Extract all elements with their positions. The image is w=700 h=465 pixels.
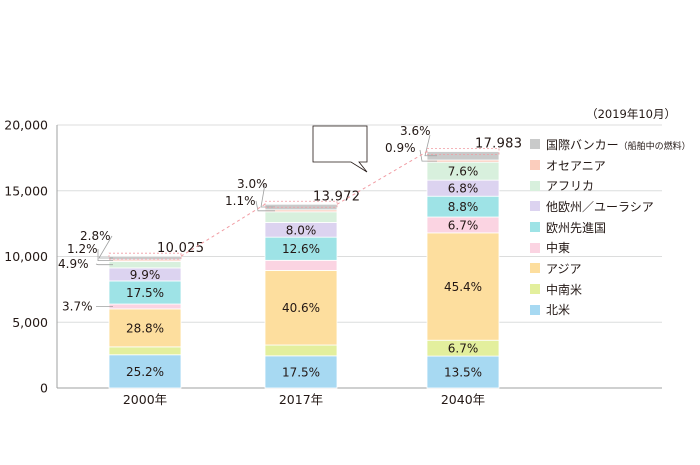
data-label: 7.6% [448, 165, 479, 179]
legend-item-bunker: 国際バンカー （船舶中の燃料） [530, 134, 691, 155]
data-label: 1.1% [225, 194, 256, 208]
bar-segment [426, 151, 500, 161]
total-label: 10.025 [157, 241, 204, 256]
data-label: 25.2% [126, 365, 164, 379]
legend-swatch [530, 284, 540, 295]
legend-swatch [530, 263, 540, 274]
data-label: 0.9% [385, 141, 416, 155]
y-tick-label: 10,000 [4, 249, 48, 264]
leader-line [255, 200, 275, 212]
top-outline [426, 148, 500, 155]
data-label: 45.4% [444, 280, 482, 294]
total-label: 13.972 [313, 189, 360, 204]
data-label: 9.9% [130, 268, 161, 282]
x-tick-label: 2040年 [441, 392, 485, 407]
leader-line [97, 249, 113, 262]
bar-segment [264, 211, 338, 223]
data-label: 6.7% [448, 342, 479, 356]
bar-segment [108, 303, 182, 310]
legend-swatch [530, 242, 540, 253]
legend-item-africa: アフリカ [530, 175, 691, 196]
data-label: 1.2% [67, 242, 98, 256]
data-label: 2.8% [80, 229, 111, 243]
legend-swatch [530, 201, 540, 212]
legend-swatch [530, 139, 540, 150]
bar-segment [264, 259, 338, 271]
legend-swatch [530, 180, 540, 191]
legend-label: アジア [546, 261, 582, 276]
data-label: 17.5% [126, 286, 164, 300]
total-label: 17.983 [475, 137, 522, 152]
bar-segment [108, 261, 182, 269]
top-outline [264, 200, 338, 208]
growth-line [180, 203, 266, 257]
y-tick-label: 15,000 [4, 183, 48, 198]
data-label: 6.8% [448, 182, 479, 196]
date-note: （2019年10月） [586, 107, 676, 121]
y-tick-label: 20,000 [4, 118, 48, 133]
data-label: 4.9% [58, 257, 89, 271]
leader-line [424, 134, 437, 157]
bar-segment [108, 354, 182, 389]
legend-label: 欧州先進国 [546, 220, 607, 235]
data-label: 8.0% [286, 223, 317, 237]
top-outline [108, 252, 182, 260]
callout-bubble [312, 125, 368, 173]
bar-segment [264, 270, 338, 346]
legend-item-oceania: オセアニア [530, 155, 691, 176]
legend-label: 他欧州／ユーラシア [546, 199, 654, 214]
legend-item-north-america: 北米 [530, 300, 691, 321]
x-tick-label: 2017年 [279, 392, 323, 407]
leader-line [98, 235, 113, 259]
legend-note: （船舶中の燃料） [618, 141, 691, 152]
data-label: 13.5% [444, 366, 482, 380]
legend-item-latin-america: 中南米 [530, 279, 691, 300]
x-tick-label: 2000年 [123, 392, 167, 407]
legend-swatch [530, 222, 540, 233]
bar-segment [264, 344, 338, 357]
legend-label: 中南米 [546, 282, 583, 297]
leader-line [419, 149, 437, 162]
legend-item-asia: アジア [530, 258, 691, 279]
bar-segment [108, 346, 182, 356]
legend-item-europe-advanced: 欧州先進国 [530, 217, 691, 238]
legend-label: 北米 [546, 303, 571, 318]
data-label: 3.6% [400, 124, 431, 138]
y-tick-label: 0 [40, 381, 48, 396]
legend-label: 国際バンカー [546, 137, 619, 152]
data-label: 3.7% [62, 299, 93, 313]
data-label: 12.6% [282, 242, 320, 256]
data-label: 28.8% [126, 321, 164, 335]
legend-label: アフリカ [546, 179, 595, 194]
bar-segment [264, 355, 338, 389]
data-label: 8.8% [448, 200, 479, 214]
leader-line [95, 263, 113, 266]
legend-label: オセアニア [546, 158, 606, 173]
y-tick-label: 5,000 [12, 315, 48, 330]
growth-line [336, 151, 428, 205]
data-label: 17.5% [282, 365, 320, 379]
bar-segment [426, 355, 500, 389]
legend-swatch [530, 304, 540, 315]
legend-swatch [530, 160, 540, 171]
data-label: 3.0% [237, 177, 268, 191]
data-label: 6.7% [448, 218, 479, 232]
legend-item-other-europe-eurasia: 他欧州／ユーラシア [530, 196, 691, 217]
legend: 国際バンカー （船舶中の燃料） オセアニア アフリカ 他欧州／ユーラシア 欧州先進… [530, 134, 691, 320]
legend-label: 中東 [546, 241, 571, 256]
legend-item-middle-east: 中東 [530, 237, 691, 258]
data-label: 40.6% [282, 301, 320, 315]
